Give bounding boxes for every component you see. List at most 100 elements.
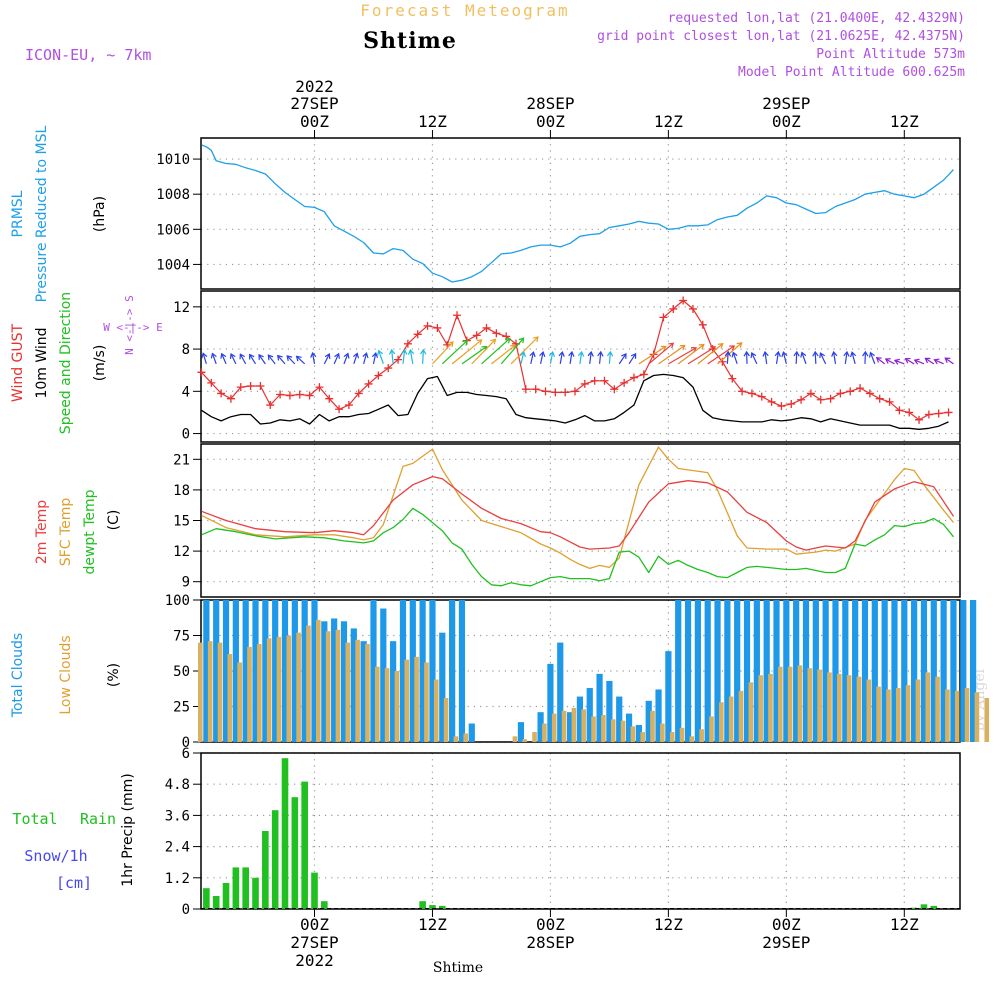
bottom-year-label: 2022 (295, 951, 334, 970)
gust-marker (915, 415, 924, 424)
gust-marker (482, 323, 491, 332)
low-cloud-bar (551, 713, 557, 742)
low-cloud-bar (227, 653, 233, 742)
wind-arrow-shaft (925, 357, 935, 365)
wind-arrow-shaft (363, 353, 368, 365)
low-cloud-bar (778, 666, 783, 742)
total-cloud-bar (419, 600, 426, 742)
wind-arrow-shaft (598, 351, 602, 364)
wind-arrow-head (310, 351, 317, 358)
total-cloud-bar (901, 600, 908, 742)
gust-marker (659, 313, 668, 322)
gust-marker (226, 394, 235, 403)
pressure-ytick-label: 1006 (156, 222, 190, 238)
temperature-ytick-label: 9 (182, 575, 190, 591)
wind-arrow-shaft (286, 355, 296, 365)
wind-direction-arrow (441, 339, 468, 365)
wind-arrow-shaft (833, 351, 837, 364)
wind-arrow-head (490, 338, 497, 345)
wind-arrow-head (913, 358, 920, 365)
wind-direction-arrow (707, 345, 736, 365)
low-cloud-bar (374, 666, 380, 742)
precip-ytick-label: 4.8 (165, 777, 190, 793)
wind-direction-arrow (677, 343, 705, 365)
total-cloud-bar (704, 600, 711, 742)
precip-bar (262, 831, 269, 909)
total-cloud-bar (714, 600, 721, 742)
wind-10m-line (201, 373, 949, 430)
wind-arrow-head (812, 350, 819, 357)
pressure-ytick-label: 1010 (156, 152, 190, 168)
wind-arrow-head (868, 351, 875, 358)
total-cloud-bar (802, 600, 810, 742)
top-date-label: 27SEP (290, 94, 338, 113)
wind-ytick-label: 12 (173, 300, 190, 316)
wind-arrow-shaft (618, 353, 627, 365)
gust-marker (669, 304, 678, 313)
gust-marker (738, 387, 747, 396)
wind-arrow-shaft (549, 351, 554, 364)
precip-bar (419, 901, 426, 909)
low-cloud-bar (453, 736, 459, 742)
wind-arrow-head (893, 358, 900, 365)
precip-ytick-label: 3.6 (165, 808, 190, 824)
wind-arrow-shaft (628, 353, 637, 365)
wind-arrow-head (606, 350, 614, 357)
location-title: Shtime (363, 28, 457, 54)
wind-direction-arrow (295, 355, 306, 365)
low-cloud-bar (974, 692, 980, 742)
wind-direction-arrow (362, 352, 369, 365)
gust-marker (934, 409, 943, 418)
wind-direction-arrow (944, 357, 954, 365)
precip-bar (252, 877, 259, 909)
low-cloud-bar (591, 716, 596, 742)
total-cloud-bar (812, 600, 819, 742)
top-date-label: 29SEP (762, 94, 810, 113)
precip-panel (193, 752, 961, 910)
total-cloud-bar (930, 600, 937, 742)
low-cloud-bar (905, 685, 911, 742)
total-cloud-bar (242, 600, 249, 742)
wind-direction-arrow (529, 351, 536, 364)
total-cloud-bar (625, 713, 633, 742)
wind-arrow-head (229, 352, 236, 360)
low-cloud-bar (935, 676, 940, 742)
gust-marker (895, 406, 904, 415)
wind-arrow-shaft (422, 349, 424, 364)
wind-arrow-shaft (658, 345, 686, 365)
wind-arrow-shaft (333, 353, 340, 365)
total-cloud-bar (557, 642, 564, 742)
wind-arrow-shaft (559, 351, 563, 364)
low-cloud-bar (876, 686, 881, 742)
wind-arrow-head (660, 345, 667, 352)
wind-arrow-shaft (844, 351, 848, 364)
gust-marker (610, 385, 619, 394)
wind-arrow-head (343, 352, 350, 359)
gust-marker (924, 410, 933, 419)
wind-arrow-shaft (343, 353, 349, 365)
wind-direction-arrow (548, 350, 556, 364)
wind-arrow-shaft (530, 352, 535, 364)
wind-arrow-shaft (608, 351, 612, 364)
wind-arrow-shaft (894, 359, 905, 365)
low-cloud-bar (424, 662, 429, 742)
wind-arrow-head (407, 348, 415, 355)
low-cloud-bar (699, 729, 704, 742)
bottom-date-label: 29SEP (762, 933, 810, 952)
total-cloud-bar (616, 696, 623, 742)
wind-panel (193, 290, 961, 443)
total-cloud-bar (596, 673, 603, 742)
gust-marker (256, 382, 265, 391)
wind-arrow-shaft (851, 352, 856, 365)
top-hour-label: 00Z (300, 112, 329, 131)
low-cloud-bar (787, 666, 793, 742)
wind-direction-arrow (451, 339, 483, 365)
gust-marker (374, 371, 383, 380)
wind-arrow-shaft (687, 346, 716, 365)
gust-marker (590, 376, 599, 385)
wind-arrow-shaft (510, 336, 539, 365)
wind-arrow-shaft (782, 352, 787, 365)
low-cloud-bar (463, 733, 469, 742)
low-cloud-bar (945, 689, 950, 742)
gust-marker (747, 389, 756, 398)
